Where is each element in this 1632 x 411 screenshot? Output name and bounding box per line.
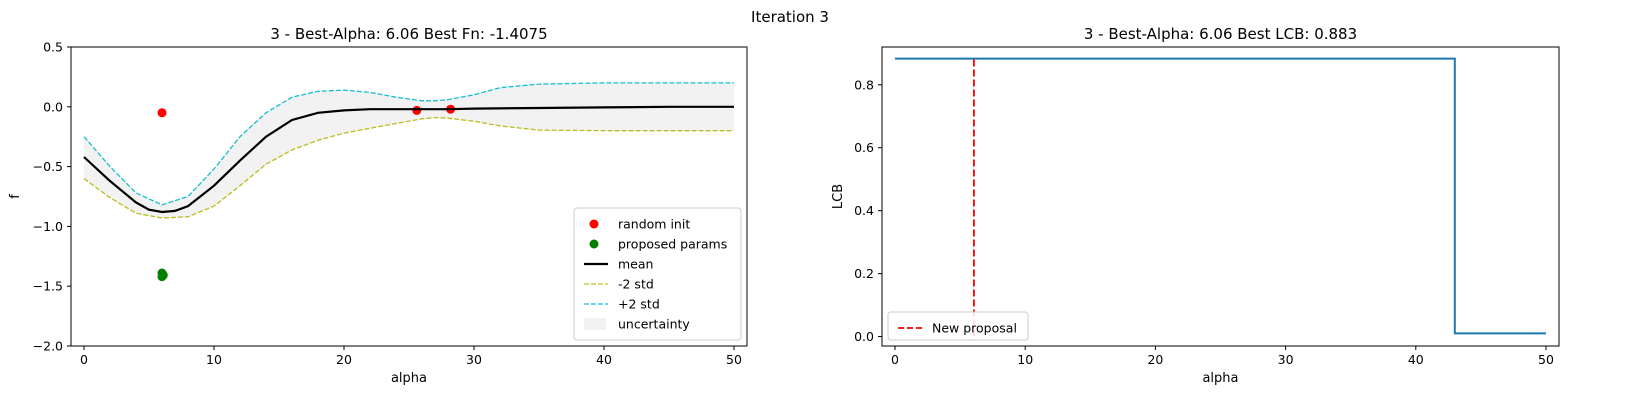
series-random-init-point xyxy=(157,108,167,118)
chart-title: 3 - Best-Alpha: 6.06 Best Fn: -1.4075 xyxy=(270,25,547,43)
legend-marker-proposed-params xyxy=(589,239,599,249)
x-tick-label: 0 xyxy=(80,352,88,367)
x-tick-label: 50 xyxy=(726,352,742,367)
y-tick-label: −0.5 xyxy=(33,159,63,174)
y-tick-label: −1.5 xyxy=(33,279,63,294)
figure-suptitle: Iteration 3 xyxy=(751,8,829,26)
y-axis-label: LCB xyxy=(831,184,846,209)
x-tick-label: 10 xyxy=(206,352,222,367)
y-tick-label: 0.8 xyxy=(854,77,874,92)
y-tick-label: 0.4 xyxy=(854,203,874,218)
series-mean-line xyxy=(83,105,734,214)
series-proposed-params-point xyxy=(157,272,167,282)
series-lcb-line xyxy=(895,57,1546,335)
x-tick-label: 20 xyxy=(336,352,352,367)
x-tick-label: 10 xyxy=(1017,352,1033,367)
x-tick-label: 30 xyxy=(466,352,482,367)
y-axis-label: f xyxy=(8,194,23,199)
legend-box xyxy=(573,207,742,341)
x-tick-label: 50 xyxy=(1538,352,1554,367)
y-tick-label: 0.6 xyxy=(854,140,874,155)
legend-marker-random-init xyxy=(589,219,599,229)
x-tick-label: 40 xyxy=(596,352,612,367)
x-axis-label: alpha xyxy=(391,371,427,386)
legend-label-new-proposal: New proposal xyxy=(932,321,1017,336)
uncertainty-band xyxy=(84,82,734,219)
y-tick-label: 0.2 xyxy=(854,266,874,281)
y-tick-label: 0.5 xyxy=(43,40,63,55)
x-axis-label: alpha xyxy=(1202,371,1238,386)
series--2-std-line xyxy=(83,82,734,206)
x-tick-label: 20 xyxy=(1147,352,1163,367)
legend-marker-uncertainty xyxy=(584,318,606,330)
chart-title: 3 - Best-Alpha: 6.06 Best LCB: 0.883 xyxy=(1084,25,1357,43)
left-chart: 0 10 20 30 40 50 0.5 0.0 −0.5 −1.0 −1.5 −2.0 3 - Bes… xyxy=(8,25,748,386)
x-tick-label: 40 xyxy=(1408,352,1424,367)
plot-frame xyxy=(70,46,748,347)
y-tick-label: 0.0 xyxy=(43,99,63,114)
plot-frame xyxy=(881,46,1560,347)
x-tick-label: 0 xyxy=(891,352,899,367)
legend-label-proposed-params: proposed params xyxy=(618,237,727,252)
legend-label-uncertainty: uncertainty xyxy=(618,317,690,332)
legend-label-mean: mean xyxy=(618,257,653,272)
y-tick-label: 0.0 xyxy=(854,329,874,344)
series-random-init-point xyxy=(412,105,422,115)
legend: New proposal xyxy=(887,311,1029,341)
series--2-std-line xyxy=(83,116,734,219)
y-tick-label: −2.0 xyxy=(33,339,63,354)
right-chart: 0 10 20 30 40 50 0.0 0.2 0.4 0.6 0.8 3 - Best-Alpha… xyxy=(831,25,1560,386)
legend: random init proposed params mean -2 std +2 s… xyxy=(573,207,742,341)
x-tick-label: 30 xyxy=(1278,352,1294,367)
legend-box xyxy=(887,311,1029,341)
legend-label--2-std: -2 std xyxy=(618,277,654,292)
legend-label-random-init: random init xyxy=(618,217,690,232)
y-tick-label: −1.0 xyxy=(33,219,63,234)
legend-label--2-std: +2 std xyxy=(618,297,660,312)
